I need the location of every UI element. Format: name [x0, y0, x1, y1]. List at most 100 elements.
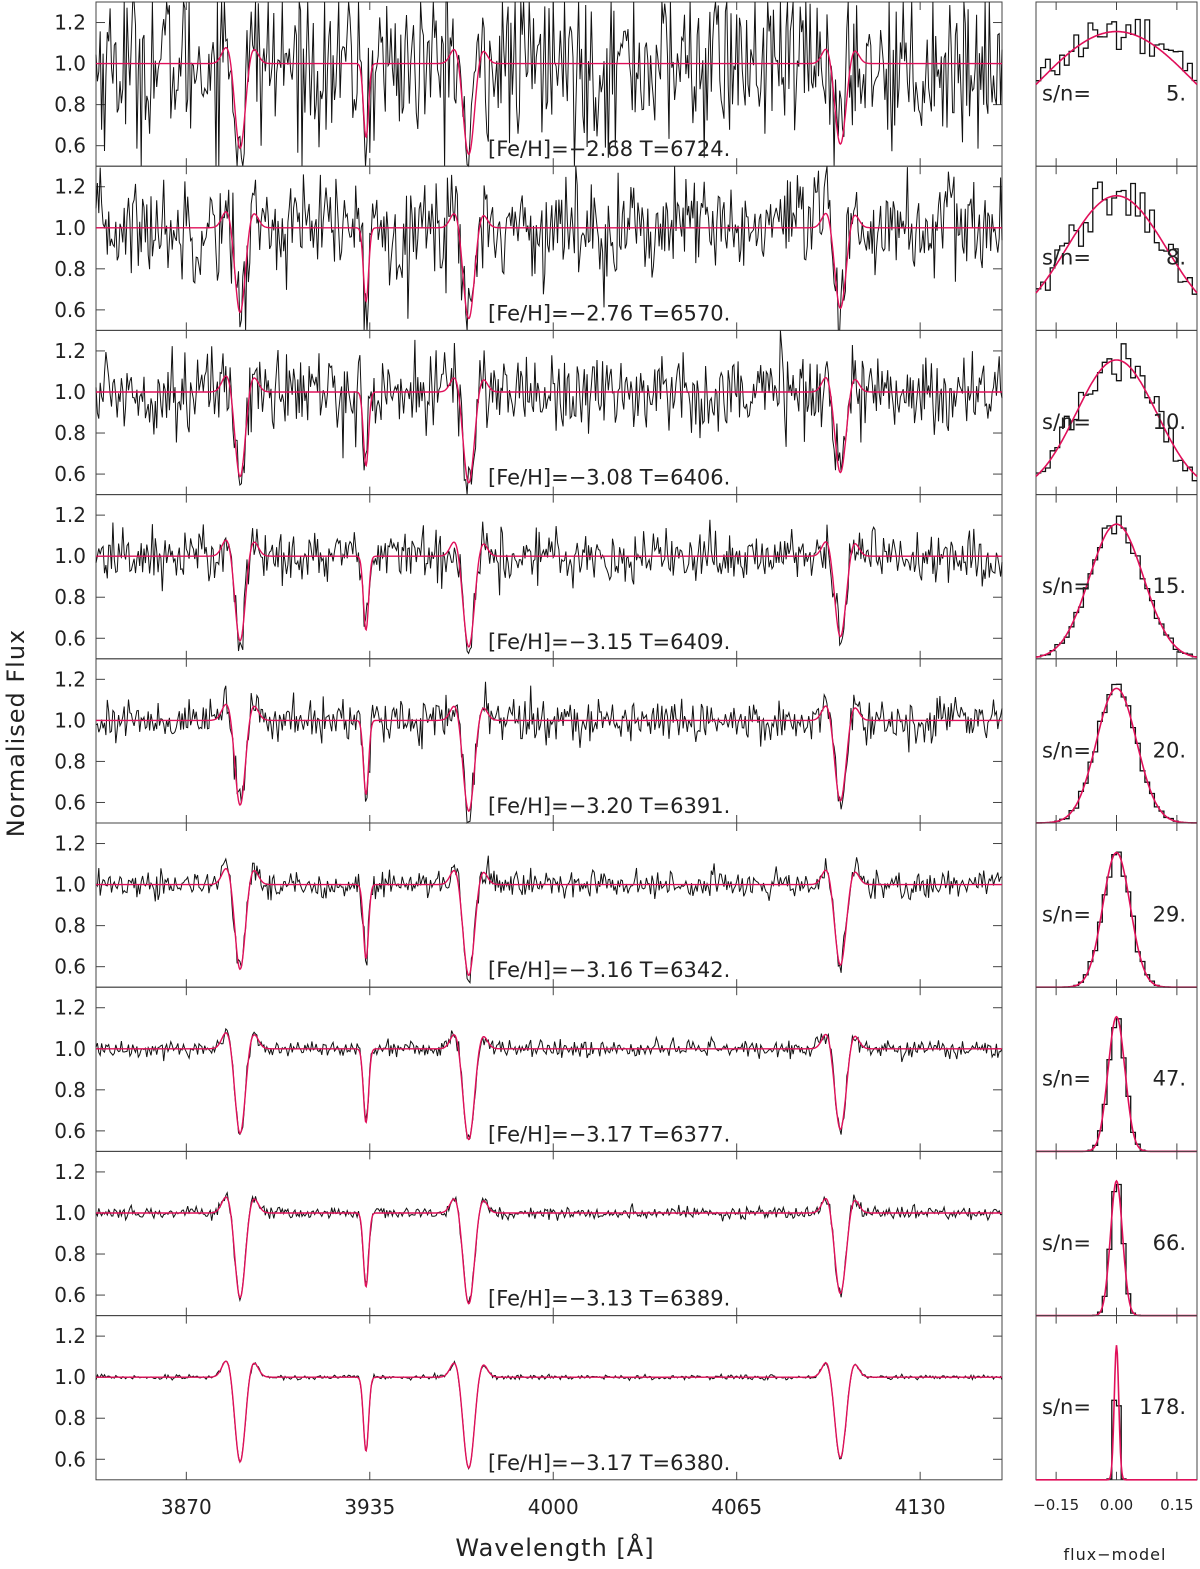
- y-tick-label: 0.6: [54, 1119, 86, 1143]
- spectrum-panel-7: 0.6 0.8 1.0 1.2 [Fe/H]=−3.17 T=6377.: [54, 986, 1003, 1152]
- residual-panel-9: s/n= 178.: [1035, 1315, 1198, 1481]
- y-tick-label: 0.8: [54, 1078, 86, 1102]
- model-spectrum: [96, 211, 1002, 320]
- y-tick-label: 0.6: [54, 1447, 86, 1471]
- residual-panel-8: s/n= 66.: [1035, 1150, 1198, 1317]
- model-spectrum: [96, 1032, 1002, 1141]
- residual-panel-4: s/n= 15.: [1035, 494, 1198, 660]
- snr-value: 20.: [1153, 738, 1186, 762]
- observed-spectrum: [95, 330, 1003, 495]
- y-tick-label: 1.2: [54, 996, 86, 1020]
- snr-label: s/n=: [1042, 1395, 1091, 1419]
- spectrum-panel-2: 0.6 0.8 1.0 1.2 [Fe/H]=−2.76 T=6570.: [54, 165, 1003, 331]
- snr-value: 66.: [1153, 1231, 1186, 1255]
- snr-label: s/n=: [1042, 1067, 1091, 1091]
- snr-label: s/n=: [1042, 574, 1091, 598]
- panel-params-label: [Fe/H]=−3.15 T=6409.: [488, 630, 730, 654]
- gaussian-fit: [1035, 523, 1198, 658]
- spectrum-panel-6: 0.6 0.8 1.0 1.2 [Fe/H]=−3.16 T=6342.: [54, 822, 1003, 988]
- spectra-panels: 0.6 0.8 1.0 1.2 [Fe/H]=−2.68 T=6724. 0.6 0.8 1.…: [54, 1, 1003, 1519]
- residual-histogram: [1036, 18, 1197, 82]
- panel-params-label: [Fe/H]=−3.20 T=6391.: [488, 794, 730, 818]
- residual-histogram: [1036, 343, 1197, 482]
- residual-histogram: [1036, 181, 1197, 295]
- snr-value: 5.: [1166, 82, 1186, 106]
- snr-value: 15.: [1153, 574, 1186, 598]
- gaussian-fit: [1036, 1345, 1197, 1481]
- y-tick-label: 1.0: [54, 873, 86, 897]
- y-tick-label: 1.0: [54, 380, 86, 404]
- y-tick-label: 1.2: [54, 1160, 86, 1184]
- y-tick-label: 0.8: [54, 1406, 86, 1430]
- panel-params-label: [Fe/H]=−3.08 T=6406.: [488, 466, 730, 490]
- model-spectrum: [96, 46, 1002, 156]
- panel-params-label: [Fe/H]=−3.13 T=6389.: [488, 1287, 730, 1311]
- model-spectrum: [96, 1196, 1002, 1305]
- y-tick-label: 1.0: [54, 544, 86, 568]
- snr-value: 10.: [1153, 410, 1186, 434]
- panel-params-label: [Fe/H]=−2.68 T=6724.: [488, 137, 730, 161]
- y-tick-label: 1.2: [54, 832, 86, 856]
- residual-panel-3: s/n= 10.: [1035, 329, 1198, 496]
- y-tick-label: 1.2: [54, 667, 86, 691]
- y-tick-label: 0.8: [54, 421, 86, 445]
- y-tick-label: 0.6: [54, 134, 86, 158]
- y-tick-label: 0.6: [54, 1283, 86, 1307]
- x-axis-title: Wavelength [Å]: [455, 1533, 654, 1562]
- gaussian-fit: [1035, 359, 1198, 477]
- x-tick-label: 3870: [161, 1495, 212, 1519]
- x-tick-label: 3935: [344, 1495, 395, 1519]
- spectrum-panel-4: 0.6 0.8 1.0 1.2 [Fe/H]=−3.15 T=6409.: [54, 494, 1003, 660]
- y-tick-label: 1.0: [54, 216, 86, 240]
- model-spectrum: [96, 867, 1002, 977]
- model-spectrum: [96, 703, 1002, 812]
- panel-params-label: [Fe/H]=−3.16 T=6342.: [488, 958, 730, 982]
- y-axis-title: Normalised Flux: [2, 629, 30, 838]
- model-spectrum: [96, 539, 1002, 648]
- y-tick-label: 1.0: [54, 52, 86, 76]
- y-tick-label: 1.0: [54, 1365, 86, 1389]
- snr-value: 29.: [1153, 903, 1186, 927]
- residual-panel-7: s/n= 47.: [1035, 986, 1198, 1153]
- x-tick-label: 4065: [711, 1495, 762, 1519]
- gaussian-fit: [1035, 687, 1198, 824]
- snr-value: 47.: [1153, 1067, 1186, 1091]
- snr-label: s/n=: [1042, 1231, 1091, 1255]
- spectrum-panel-frame: [95, 1315, 1003, 1481]
- y-tick-label: 1.0: [54, 1037, 86, 1061]
- hist-x-tick-label: 0.15: [1160, 1496, 1193, 1514]
- spectrum-panel-1: 0.6 0.8 1.0 1.2 [Fe/H]=−2.68 T=6724.: [54, 1, 1003, 168]
- hist-x-axis-title: flux−model: [1064, 1545, 1167, 1564]
- y-tick-label: 0.8: [54, 749, 86, 773]
- x-tick-label: 4000: [528, 1495, 579, 1519]
- residual-panel-5: s/n= 20.: [1035, 658, 1198, 824]
- y-tick-label: 0.8: [54, 914, 86, 938]
- spectrum-panel-8: 0.6 0.8 1.0 1.2 [Fe/H]=−3.13 T=6389.: [54, 1150, 1003, 1317]
- snr-label: s/n=: [1042, 82, 1091, 106]
- y-tick-label: 1.2: [54, 1324, 86, 1348]
- x-tick-label: 4130: [895, 1495, 946, 1519]
- snr-label: s/n=: [1042, 410, 1091, 434]
- y-tick-label: 0.8: [54, 585, 86, 609]
- snr-label: s/n=: [1042, 738, 1091, 762]
- snr-label: s/n=: [1042, 903, 1091, 927]
- panel-params-label: [Fe/H]=−3.17 T=6380.: [488, 1451, 730, 1475]
- y-tick-label: 1.2: [54, 175, 86, 199]
- y-tick-label: 1.0: [54, 1201, 86, 1225]
- spectrum-panel-9: 0.6 0.8 1.0 1.2 [Fe/H]=−3.17 T=6380.: [54, 1315, 1003, 1481]
- model-spectrum: [96, 375, 1002, 484]
- y-tick-label: 0.8: [54, 257, 86, 281]
- gaussian-fit: [1035, 195, 1198, 294]
- panel-params-label: [Fe/H]=−2.76 T=6570.: [488, 301, 730, 325]
- y-tick-label: 0.6: [54, 626, 86, 650]
- snr-label: s/n=: [1042, 246, 1091, 270]
- y-tick-label: 0.8: [54, 1242, 86, 1266]
- residual-histogram-panels: s/n= 5. s/n= 8. s/n= 10. s/n= 15. s/n= 20. s/n= 29.…: [1033, 1, 1198, 1514]
- y-tick-label: 0.6: [54, 462, 86, 486]
- hist-x-tick-label: −0.15: [1033, 1496, 1079, 1514]
- y-tick-label: 1.2: [54, 339, 86, 363]
- y-tick-label: 1.2: [54, 11, 86, 35]
- hist-x-tick-label: 0.00: [1100, 1496, 1133, 1514]
- y-tick-label: 0.6: [54, 298, 86, 322]
